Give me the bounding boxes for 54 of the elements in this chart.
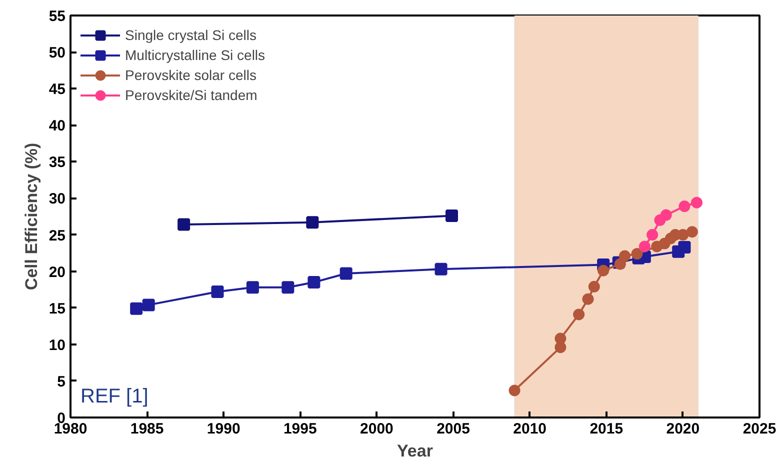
y-axis-title: Cell Efficiency (%) [22,142,41,290]
x-tick-label: 2025 [742,420,776,438]
point [308,276,320,289]
y-tick-label: 30 [48,190,66,208]
y-tick-label: 15 [48,300,66,318]
point [619,250,631,262]
point [445,210,458,222]
y-tick-label: 5 [57,373,66,390]
point [631,248,643,260]
y-tick-label: 40 [48,118,66,135]
point [178,218,190,231]
y-tick-label: 50 [48,44,66,62]
point [678,200,690,212]
x-tick-label: 2020 [666,420,700,438]
point [660,209,672,221]
y-tick-label: 35 [48,154,66,172]
x-tick-label: 2010 [513,420,547,438]
x-axis-title: Year [397,442,434,460]
legend-label: Perovskite solar cells [125,67,256,83]
point [211,286,224,298]
point [598,264,610,276]
x-tick-label: 1990 [206,420,240,438]
y-tick-label: 45 [48,81,66,98]
point [690,196,702,208]
x-tick-label: 2005 [436,420,470,438]
point [678,240,691,254]
point [686,226,698,238]
x-tick-label: 2000 [360,420,394,438]
point [554,342,566,354]
x-tick-label: 2015 [590,420,624,438]
point [646,229,658,241]
legend-label: Perovskite/Si tandem [125,87,258,103]
point [588,280,600,292]
point [573,308,585,320]
y-tick-label: 55 [48,8,66,25]
point [508,384,520,396]
y-tick-label: 10 [48,336,66,354]
point [306,216,319,229]
point [638,240,650,252]
legend-label: Single crystal Si cells [125,27,256,43]
x-tick-label: 1995 [283,420,317,438]
point [246,281,259,294]
point [282,281,294,294]
x-tick-label: 1985 [130,420,164,438]
point [340,267,352,280]
point [130,302,143,315]
y-tick-label: 25 [48,227,66,244]
legend-label: Multicrystalline Si cells [125,47,266,63]
point [142,298,155,312]
point [434,262,448,276]
point [582,293,594,305]
y-tick-label: 20 [48,264,66,281]
point [554,332,566,344]
annotation: REF [1] [80,386,148,408]
